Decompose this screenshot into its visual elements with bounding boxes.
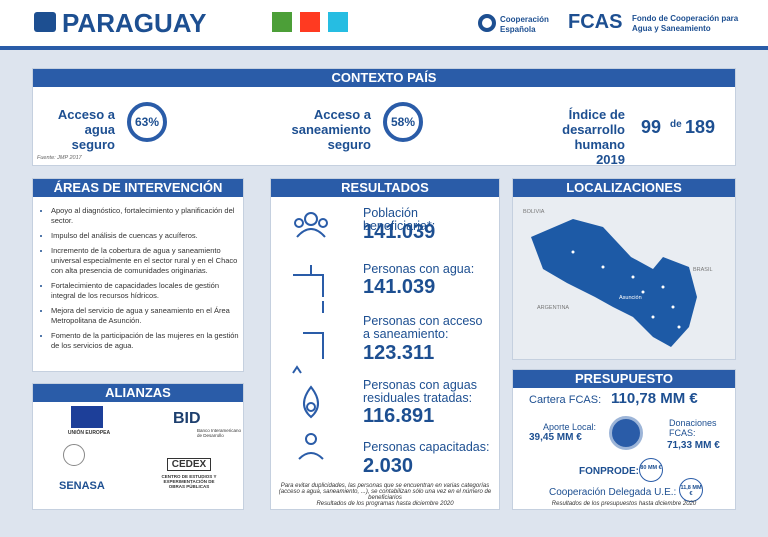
budget-value: 110,78 MM € — [611, 390, 698, 407]
areas-list: Apoyo al diagnóstico, fortalecimiento y … — [39, 206, 239, 356]
budget-label: Donaciones FCAS: — [669, 418, 717, 438]
period: Resultados de los presupuestos hasta dic… — [551, 501, 697, 507]
indicator-label: Acceso a saneamiento seguro — [291, 107, 371, 152]
list-item: Fortalecimiento de capacidades locales d… — [51, 281, 239, 301]
partner: CEDEX — [167, 458, 211, 471]
list-item: Apoyo al diagnóstico, fortalecimiento y … — [51, 206, 239, 226]
results-panel: RESULTADOS Población beneficiaria*: 141.… — [270, 178, 500, 510]
list-item: Fomento de la participación de las mujer… — [51, 331, 239, 351]
item-text: Impulso del análisis de cuencas y acuífe… — [51, 231, 198, 240]
budget-label: FONPRODE: — [579, 466, 639, 477]
hdi-rank: 99 — [641, 117, 662, 137]
partner-name: Fondo de Cooperación para Agua y Saneami… — [632, 14, 739, 33]
map-label: BRASIL — [693, 267, 713, 273]
list-item: Impulso del análisis de cuencas y acuífe… — [51, 231, 239, 241]
indicator-value: 63% — [127, 102, 167, 142]
budget-value: 39,45 MM € — [529, 432, 582, 443]
partner: Banco Interamericano de Desarrollo — [197, 428, 242, 438]
indicator-value: 58% — [383, 102, 423, 142]
list-item: Incremento de la cobertura de agua y san… — [51, 246, 239, 276]
hdi-label: Índice de desarrollo humano 2019 — [562, 107, 625, 167]
item-text: Incremento de la cobertura de agua y san… — [51, 246, 238, 275]
eu-flag — [71, 406, 103, 428]
partner: UNIÓN EUROPEA — [67, 430, 111, 436]
result-value: 123.311 — [363, 342, 435, 364]
list-item: Mejora del servicio de agua y saneamient… — [51, 306, 239, 326]
country-title: PARAGUAY — [62, 8, 207, 38]
areas-panel: ÁREAS DE INTERVENCIÓN Apoyo al diagnósti… — [32, 178, 244, 372]
period: Resultados de los programas hasta diciem… — [316, 501, 454, 507]
partner: Cooperación Española — [500, 15, 549, 34]
section-title: ALIANZAS — [33, 384, 243, 402]
source: Fuente: JMP 2017 — [37, 155, 82, 161]
indicator-label: Acceso a agua seguro — [57, 107, 115, 152]
budget-label: Cooperación Delegada U.E.: — [549, 487, 677, 498]
section-title: PRESUPUESTO — [513, 370, 735, 388]
budget-value: 71,33 MM € — [667, 440, 720, 451]
header: PARAGUAY Cooperación Española FCAS Fondo… — [0, 0, 768, 50]
result-value: 141.039 — [363, 221, 436, 243]
partner-acronym: FCAS — [568, 11, 623, 33]
logo — [478, 14, 496, 32]
budget-panel: PRESUPUESTO Cartera FCAS: 110,78 MM € Ap… — [512, 369, 736, 510]
budget-label: Aporte Local: — [543, 422, 597, 432]
logo — [34, 12, 56, 32]
result-label: Personas con agua: — [363, 262, 475, 276]
partner: SENASA — [59, 480, 105, 492]
result-label: Personas con acceso a saneamiento: — [363, 314, 483, 341]
context-panel: CONTEXTO PAÍS Acceso a agua seguro 63% A… — [32, 68, 736, 167]
item-text: Apoyo al diagnóstico, fortalecimiento y … — [51, 206, 235, 225]
sdg-icon — [300, 12, 320, 32]
budget-value: 80 MM € — [639, 458, 663, 482]
alliances-panel: ALIANZAS UNIÓN EUROPEA BID Banco Interam… — [32, 383, 244, 510]
result-label: Población beneficiaria*: — [363, 206, 436, 233]
hdi-of: de — [670, 119, 682, 130]
map — [531, 219, 697, 347]
budget-label: Cartera FCAS: — [529, 394, 602, 406]
euro-icon — [609, 416, 643, 450]
section-title: CONTEXTO PAÍS — [33, 69, 735, 87]
section-title: RESULTADOS — [271, 179, 499, 197]
item-text: Mejora del servicio de agua y saneamient… — [51, 306, 230, 325]
sdg-icon — [272, 12, 292, 32]
map-label: Asunción — [619, 295, 642, 301]
hdi-total: 189 — [685, 117, 716, 137]
map-label: ARGENTINA — [537, 305, 570, 311]
sdg-icon — [328, 12, 348, 32]
map-label: BOLIVIA — [523, 209, 545, 215]
result-label: Personas con aguas residuales tratadas: — [363, 378, 477, 405]
partner: BID — [173, 410, 201, 427]
item-text: Fortalecimiento de capacidades locales d… — [51, 281, 220, 300]
result-label: Personas capacitadas: — [363, 440, 490, 454]
result-value: 116.891 — [363, 405, 435, 427]
result-value: 141.039 — [363, 276, 436, 298]
result-value: 2.030 — [363, 455, 414, 477]
budget-value: 11,8 MM € — [679, 478, 703, 502]
icons — [292, 212, 328, 460]
partner: CENTRO DE ESTUDIOS Y EXPERIMENTACIÓN DE … — [161, 474, 217, 489]
note: Para evitar duplicidades, las personas q… — [278, 483, 492, 501]
section-title: ÁREAS DE INTERVENCIÓN — [33, 179, 243, 197]
locations-panel: LOCALIZACIONES BOLIVIA BRASIL ARGENTINA … — [512, 178, 736, 360]
seal — [63, 444, 85, 466]
item-text: Fomento de la participación de las mujer… — [51, 331, 239, 350]
section-title: LOCALIZACIONES — [513, 179, 735, 197]
